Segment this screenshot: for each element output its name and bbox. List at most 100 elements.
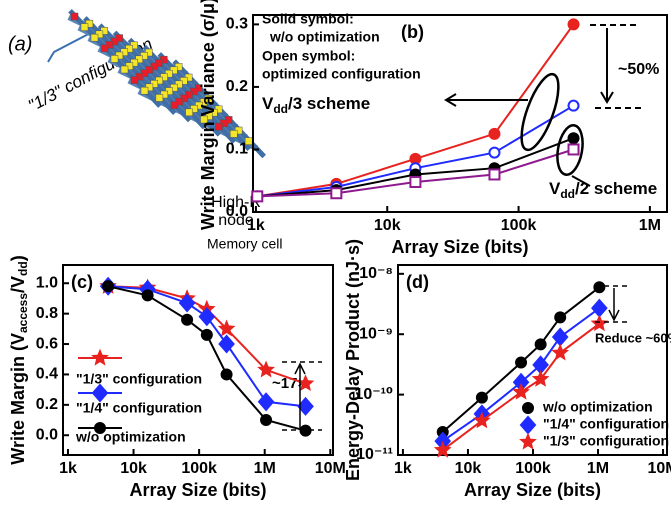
cell <box>71 13 78 20</box>
annotation-part: V <box>262 94 274 113</box>
cell <box>156 94 163 101</box>
marker <box>489 129 499 139</box>
x-tick-label: 10k <box>120 460 147 477</box>
marker <box>555 312 565 322</box>
annotation-shape <box>609 288 619 320</box>
legend-label: "1/4" configuration <box>543 416 669 432</box>
marker <box>569 144 579 154</box>
panel-label: (c) <box>71 272 93 292</box>
annotation: Open symbol: <box>262 48 355 64</box>
cell <box>111 55 118 62</box>
cell <box>186 109 193 116</box>
cell <box>141 87 148 94</box>
x-tick-label: 1k <box>247 217 265 234</box>
legend-marker <box>92 350 107 365</box>
y-tick-label: 0.0 <box>226 203 248 220</box>
cell <box>91 34 98 41</box>
panel-label: (a) <box>8 33 32 55</box>
legend-label: "1/4" configuration <box>76 400 202 416</box>
marker <box>569 101 579 111</box>
annotation-part: /2 scheme <box>575 179 657 198</box>
annotation: Vdd/2 scheme <box>549 179 657 201</box>
cell <box>230 130 237 137</box>
annotation-shape <box>514 70 566 154</box>
cell <box>121 66 128 73</box>
legend-label: "1/3" configuration <box>543 433 669 449</box>
panel-label: (b) <box>401 22 424 42</box>
marker <box>592 300 606 316</box>
x-tick-label: 1k <box>59 460 77 477</box>
y-tick-label: 0.2 <box>36 396 58 413</box>
marker <box>331 188 341 198</box>
x-tick-label: 10k <box>374 217 401 234</box>
legend-label: w/o optimization <box>542 399 653 415</box>
cell <box>171 102 178 109</box>
panel-label: (d) <box>406 272 429 292</box>
marker <box>489 148 499 158</box>
x-tick-label: 100k <box>181 460 217 477</box>
annotation-part: V <box>549 179 561 198</box>
legend-marker <box>520 434 535 449</box>
axis-label-part: dd <box>16 261 30 276</box>
legend-marker <box>521 417 535 433</box>
annotation-shape <box>601 28 613 102</box>
annotation-part: dd <box>560 187 575 201</box>
annotation: Solid symbol: <box>262 11 354 27</box>
y-tick-label: 0.3 <box>226 16 248 33</box>
marker <box>202 330 212 340</box>
marker <box>222 369 232 379</box>
y-tick-label: 10⁻⁹ <box>359 325 393 342</box>
x-tick-label: 1M <box>254 460 276 477</box>
cell-label: Memory cell <box>207 236 282 252</box>
y-tick-label: 0.4 <box>36 366 58 383</box>
marker <box>569 133 579 143</box>
axis-label-part: ) <box>8 255 28 261</box>
marker <box>536 339 546 349</box>
axis-label: Write Margin Variance (σ/μ) <box>198 0 218 230</box>
annotation-part: dd <box>273 102 288 116</box>
marker <box>594 282 604 292</box>
x-tick-label: 1M <box>587 460 609 477</box>
x-tick-label: 1k <box>394 460 412 477</box>
marker <box>516 358 526 368</box>
y-tick-label: 0.6 <box>36 335 58 352</box>
annotation: w/o optimization <box>269 29 380 45</box>
legend-label: "1/3" configuration <box>76 371 202 387</box>
x-tick-label: 100k <box>501 217 537 234</box>
annotation-shape <box>295 364 305 428</box>
legend-label: w/o optimization <box>75 429 186 445</box>
y-tick-label: 0.0 <box>36 426 58 443</box>
marker <box>261 415 271 425</box>
y-tick-label: 0.1 <box>226 141 248 158</box>
cell <box>131 77 138 84</box>
marker <box>252 191 262 201</box>
y-tick-label: 10⁻⁸ <box>359 265 393 282</box>
marker <box>553 345 568 360</box>
x-tick-label: 1M <box>639 217 661 234</box>
marker <box>103 281 113 291</box>
axis-label: Array Size (bits) <box>129 480 266 500</box>
axis-label: Array Size (bits) <box>391 237 528 257</box>
marker <box>182 315 192 325</box>
cell <box>101 45 108 52</box>
panel-b-notes: Solid symbol: w/o optimization Open symb… <box>262 11 671 392</box>
x-tick-label: 10M <box>647 460 671 477</box>
marker <box>477 393 487 403</box>
marker <box>410 177 420 187</box>
annotation: Reduce ~60% <box>595 330 671 345</box>
axis-label-part: Write Margin (V <box>8 333 28 465</box>
x-tick-label: 10k <box>455 460 482 477</box>
annotation: Vdd/3 scheme <box>262 94 370 116</box>
x-tick-label: 10M <box>315 460 346 477</box>
y-tick-label: 0.8 <box>36 305 58 322</box>
axis-label: Write Margin (Vaccess/Vdd) <box>8 255 30 464</box>
y-tick-label: 1.0 <box>36 274 58 291</box>
marker <box>143 290 153 300</box>
legend-marker <box>93 385 107 401</box>
marker <box>569 19 579 29</box>
y-tick-label: 0.2 <box>226 78 248 95</box>
annotation-part: /3 scheme <box>288 94 370 113</box>
x-tick-label: 100k <box>515 460 551 477</box>
cell <box>81 24 88 31</box>
axis-label: Array Size (bits) <box>464 480 601 500</box>
